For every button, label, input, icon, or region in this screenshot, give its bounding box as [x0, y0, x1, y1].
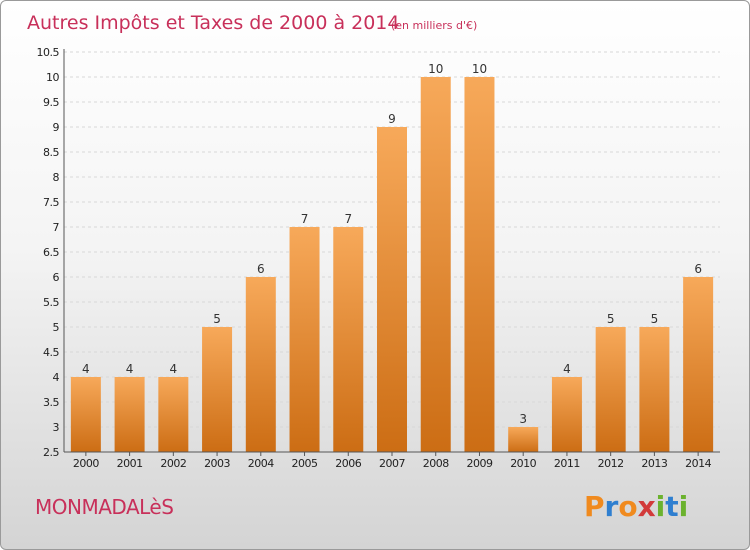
y-tick-label: 2.5: [43, 446, 59, 459]
y-tick-label: 4: [53, 371, 60, 384]
bar-value-label: 4: [170, 362, 178, 376]
bar-value-label: 4: [126, 362, 134, 376]
x-tick-label: 2013: [641, 457, 667, 470]
bar-2004: [245, 277, 276, 452]
bar-2010: [508, 427, 539, 452]
logo-letter: r: [605, 490, 619, 523]
proxiti-logo: Proxiti: [584, 490, 688, 523]
bar-2007: [377, 127, 407, 452]
bar-value-label: 10: [472, 62, 487, 76]
town-name: MONMADALèS: [35, 495, 173, 519]
bar-2000: [70, 377, 101, 452]
bar-2014: [683, 277, 714, 452]
axis-layer: 2.5 3 3.5 4 4.5 5 5.5 6 6.5 7 7.5 8 8.5 9 9.5 10 10.5 200…: [37, 46, 720, 470]
x-tick-label: 2000: [73, 457, 99, 470]
bar-value-label: 7: [344, 212, 352, 226]
bar-value-label: 7: [301, 212, 309, 226]
y-tick-label: 7.5: [43, 196, 59, 209]
y-tick-label: 4.5: [43, 346, 59, 359]
x-tick-label: 2012: [598, 457, 624, 470]
y-tick-label: 5: [53, 321, 60, 334]
x-tick-label: 2009: [466, 457, 492, 470]
y-tick-label: 6: [53, 271, 60, 284]
chart-unit-note: (en milliers d'€): [391, 19, 477, 32]
bar-2013: [639, 327, 670, 452]
y-tick-label: 3: [53, 421, 60, 434]
y-tick-label: 3.5: [43, 396, 59, 409]
y-tick-label: 8: [53, 171, 60, 184]
bar-value-label: 5: [213, 312, 221, 326]
bar-2011: [551, 377, 582, 452]
bar-value-label: 6: [257, 262, 265, 276]
logo-letter: i: [679, 490, 689, 523]
logo-letter: o: [618, 490, 637, 523]
x-tick-label: 2007: [379, 457, 405, 470]
logo-letter: P: [584, 490, 605, 523]
bar-2003: [202, 327, 233, 452]
y-tick-label: 9.5: [43, 96, 59, 109]
bar-value-label: 5: [607, 312, 615, 326]
x-tick-label: 2006: [335, 457, 361, 470]
x-tick-label: 2010: [510, 457, 536, 470]
bar-value-label: 10: [428, 62, 443, 76]
y-tick-label: 8.5: [43, 146, 59, 159]
x-tick-label: 2008: [423, 457, 449, 470]
bar-2012: [595, 327, 626, 452]
x-tick-label: 2011: [554, 457, 580, 470]
x-tick-label: 2003: [204, 457, 230, 470]
y-tick-label: 5.5: [43, 296, 59, 309]
bar-2005: [289, 227, 320, 452]
logo-letter: x: [638, 490, 656, 523]
bar-2009: [464, 77, 495, 452]
chart-title: Autres Impôts et Taxes de 2000 à 2014: [27, 12, 400, 34]
bar-2001: [114, 377, 145, 452]
bar-value-label: 4: [82, 362, 90, 376]
y-tick-label: 9: [53, 121, 60, 134]
bar-value-label: 4: [563, 362, 571, 376]
bar-2008: [420, 77, 451, 452]
bar-value-label: 6: [694, 262, 702, 276]
bar-value-label: 9: [388, 112, 396, 126]
y-tick-label: 10: [46, 71, 59, 84]
y-tick-label: 10.5: [37, 46, 60, 59]
x-tick-label: 2005: [292, 457, 318, 470]
bar-2002: [158, 377, 189, 452]
x-tick-label: 2002: [160, 457, 186, 470]
x-tick-label: 2001: [117, 457, 143, 470]
bar-value-label: 3: [519, 412, 527, 426]
y-tick-label: 7: [53, 221, 60, 234]
bar-2006: [333, 227, 364, 452]
logo-letter: i: [656, 490, 666, 523]
logo-letter: t: [665, 490, 678, 523]
x-tick-label: 2004: [248, 457, 274, 470]
x-tick-label: 2014: [685, 457, 711, 470]
bars-layer: 4 4 4 5 6 7 7 9 10 10 3 4 5 5 6: [70, 62, 714, 452]
y-tick-label: 6.5: [43, 246, 59, 259]
bar-value-label: 5: [651, 312, 659, 326]
